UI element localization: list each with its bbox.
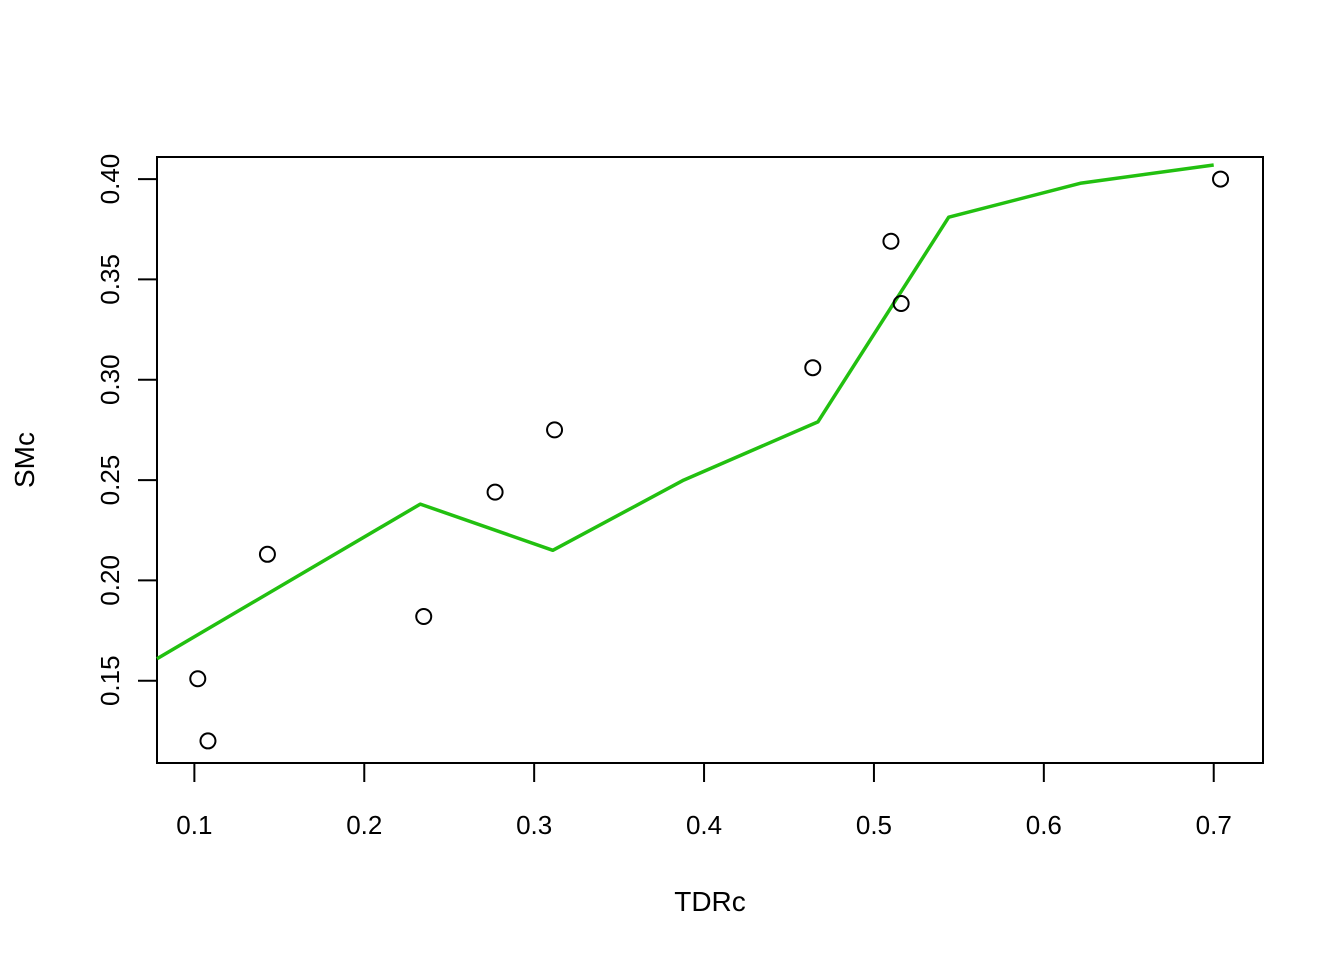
x-axis: 0.1 0.2 0.3 0.4 0.5 0.6 0.7 — [176, 762, 1232, 840]
x-tick-label: 0.6 — [1026, 810, 1062, 840]
y-tick-label: 0.20 — [95, 555, 125, 606]
y-tick-label: 0.25 — [95, 455, 125, 506]
series-layer — [156, 163, 1214, 661]
points-layer — [189, 170, 1230, 750]
x-tick-label: 0.4 — [686, 810, 722, 840]
data-point — [882, 232, 900, 250]
x-tick-label: 0.5 — [856, 810, 892, 840]
x-tick-label: 0.3 — [516, 810, 552, 840]
x-tick-label: 0.7 — [1196, 810, 1232, 840]
series-line — [156, 163, 1214, 661]
data-point — [804, 359, 822, 377]
plot-frame — [156, 156, 1264, 764]
y-tick-label: 0.30 — [95, 354, 125, 405]
y-tick-label: 0.40 — [95, 154, 125, 205]
y-axis-title: SMc — [9, 432, 40, 488]
y-axis: 0.15 0.20 0.25 0.30 0.35 0.40 — [95, 154, 158, 706]
data-point — [1212, 170, 1230, 188]
x-tick-label: 0.2 — [346, 810, 382, 840]
y-tick-label: 0.35 — [95, 254, 125, 305]
data-point — [415, 608, 433, 626]
x-tick-label: 0.1 — [176, 810, 212, 840]
data-point — [258, 545, 276, 563]
data-point — [189, 670, 207, 688]
x-axis-title: TDRc — [674, 886, 746, 917]
data-point — [486, 483, 504, 501]
data-point — [546, 421, 564, 439]
data-point — [892, 294, 910, 312]
data-point — [199, 732, 217, 750]
y-tick-label: 0.15 — [95, 655, 125, 706]
